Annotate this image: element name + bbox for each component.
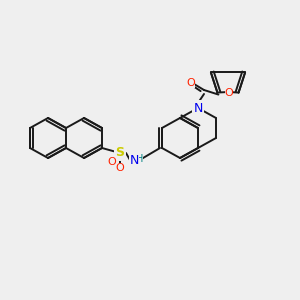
Text: S: S [116,146,124,160]
Text: H: H [136,154,143,164]
Text: N: N [193,101,203,115]
Text: O: O [187,78,195,88]
Text: O: O [108,157,116,167]
Text: N: N [129,154,139,166]
Text: O: O [116,163,124,173]
Text: O: O [225,88,233,98]
